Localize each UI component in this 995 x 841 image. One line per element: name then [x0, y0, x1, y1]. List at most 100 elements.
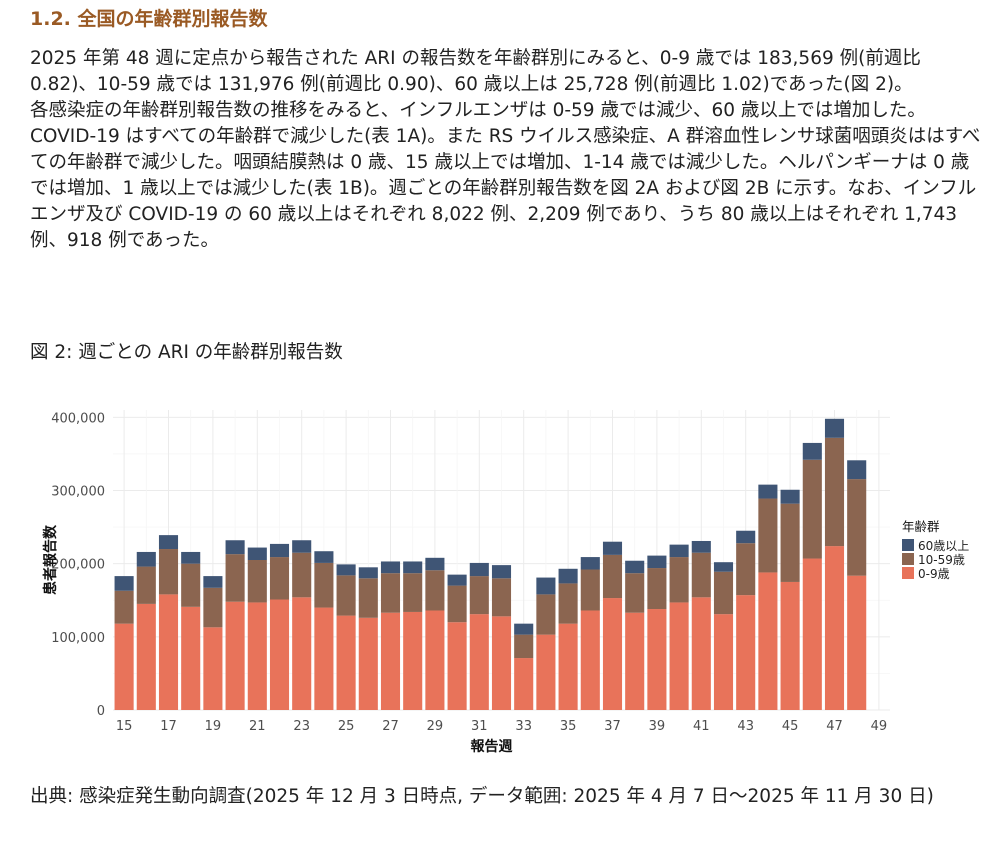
- bar-segment: [447, 622, 467, 710]
- legend-label: 60歳以上: [918, 539, 969, 553]
- bar-segment: [491, 616, 512, 710]
- bar-segment: [292, 552, 312, 598]
- bar-segment: [669, 544, 689, 558]
- bar-segment: [114, 576, 134, 591]
- bar-segment: [847, 460, 867, 480]
- bar-segment: [181, 563, 201, 607]
- x-tick-label: 35: [560, 719, 577, 734]
- bar-segment: [314, 607, 334, 710]
- bar-segment: [181, 551, 201, 564]
- bar-segment: [758, 484, 778, 499]
- bar-segment: [736, 530, 756, 544]
- bar-segment: [358, 617, 378, 710]
- bar-segment: [514, 623, 534, 635]
- body-text: 2025 年第 48 週に定点から報告された ARI の報告数を年齢群別にみると…: [30, 46, 985, 254]
- x-tick-label: 33: [515, 719, 532, 734]
- bar-segment: [269, 599, 290, 710]
- y-tick-label: 0: [97, 704, 105, 719]
- bar-segment: [558, 568, 578, 584]
- bar-segment: [403, 611, 423, 710]
- x-axis-label: 報告週: [471, 738, 513, 755]
- x-tick-label: 15: [116, 719, 133, 734]
- bar-segment: [425, 570, 445, 611]
- y-axis-label: 患者報告数: [42, 524, 59, 595]
- bar-segment: [469, 576, 489, 615]
- legend-swatch: [902, 539, 914, 551]
- x-tick-label: 47: [826, 719, 843, 734]
- x-tick-label: 21: [249, 719, 266, 734]
- paragraph-trends: 各感染症の年齢群別報告数の推移をみると、インフルエンザは 0-59 歳では減少、…: [30, 100, 981, 251]
- x-tick-label: 39: [649, 719, 666, 734]
- x-tick-label: 31: [471, 719, 488, 734]
- bar-segment: [647, 568, 667, 610]
- section-title: 1.2. 全国の年齢群別報告数: [30, 8, 268, 30]
- bar-segment: [380, 573, 401, 613]
- stacked-bar-chart: 0 100,000 200,000 300,000 400,000 15 17 19 21 23…: [42, 410, 969, 755]
- bar-segment: [625, 573, 645, 613]
- x-tick-label: 25: [338, 719, 355, 734]
- bar-segment: [269, 557, 290, 600]
- x-tick-label: 41: [693, 719, 710, 734]
- bar-segment: [292, 540, 312, 553]
- bar-segment: [691, 552, 711, 598]
- bar-segment: [225, 601, 245, 710]
- bar-segment: [824, 437, 845, 547]
- legend-label: 10-59歳: [918, 553, 965, 567]
- x-tick-label: 37: [604, 719, 621, 734]
- bar-segment: [713, 614, 734, 710]
- legend-swatch: [902, 553, 914, 565]
- bar-segment: [536, 634, 556, 710]
- bar-segment: [225, 540, 245, 555]
- x-tick-label: 29: [427, 719, 444, 734]
- x-tick-label: 19: [205, 719, 222, 734]
- bar-segment: [447, 585, 467, 623]
- bar-segment: [247, 560, 267, 603]
- legend-swatch: [902, 567, 914, 579]
- legend-label: 0-9歳: [918, 567, 950, 581]
- bar-segment: [669, 557, 689, 603]
- x-tick-label: 49: [871, 719, 888, 734]
- bar-segment: [203, 627, 223, 710]
- bar-segment: [802, 442, 822, 460]
- bar-segment: [580, 557, 600, 570]
- y-tick-label: 200,000: [51, 558, 105, 573]
- paragraph-summary: 2025 年第 48 週に定点から報告された ARI の報告数を年齢群別にみると…: [30, 48, 921, 95]
- bar-segment: [158, 549, 179, 595]
- bar-segment: [602, 541, 623, 555]
- bar-segment: [358, 578, 378, 618]
- bar-segment: [380, 612, 401, 710]
- bar-segment: [136, 603, 156, 710]
- y-tick-label: 100,000: [51, 631, 105, 646]
- bar-segment: [602, 554, 623, 599]
- bar-segment: [824, 418, 845, 438]
- bar-segment: [558, 623, 578, 710]
- bar-segment: [758, 498, 778, 573]
- bar-segment: [802, 558, 822, 710]
- bar-segment: [780, 489, 800, 504]
- bar-segment: [358, 567, 378, 579]
- bar-segment: [780, 503, 800, 582]
- bar-segment: [469, 562, 489, 577]
- bar-segment: [514, 658, 534, 710]
- bar-segment: [736, 595, 756, 710]
- bar-segment: [625, 560, 645, 574]
- bar-segment: [203, 587, 223, 628]
- bar-segment: [713, 562, 734, 572]
- bar-segment: [824, 546, 845, 710]
- bar-segment: [380, 561, 401, 574]
- bar-segment: [425, 610, 445, 710]
- bar-segment: [336, 615, 356, 710]
- bar-segment: [114, 590, 134, 624]
- bar-segment: [536, 577, 556, 595]
- bar-segment: [691, 597, 711, 710]
- bar-segment: [247, 602, 267, 710]
- bar-segment: [491, 578, 512, 617]
- y-tick-label: 300,000: [51, 484, 105, 499]
- bar-segment: [247, 547, 267, 560]
- bars: [114, 418, 867, 710]
- bar-segment: [447, 574, 467, 586]
- bar-segment: [269, 543, 290, 558]
- bar-segment: [802, 459, 822, 559]
- bar-segment: [669, 602, 689, 710]
